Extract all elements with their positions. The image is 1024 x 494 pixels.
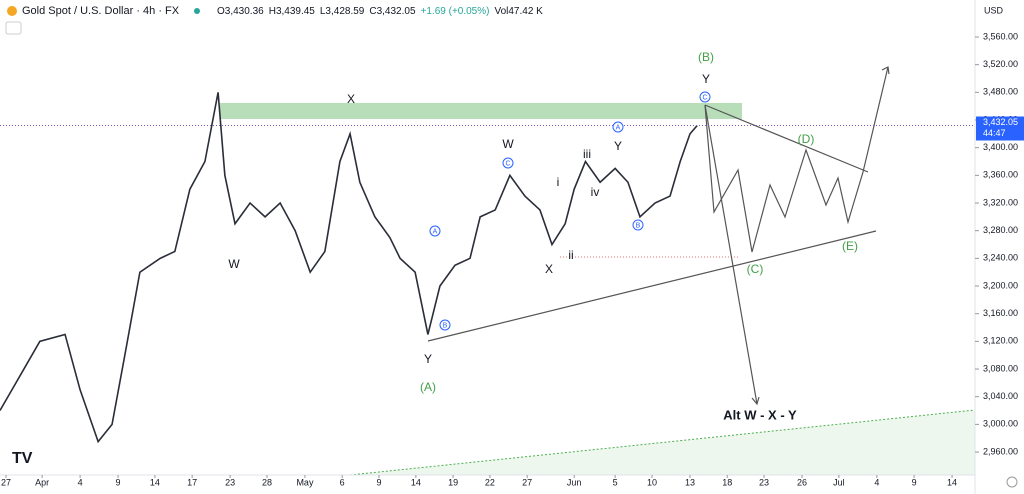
- wave-label: X: [347, 92, 355, 106]
- x-tick-label: 18: [722, 477, 732, 487]
- x-tick-label: 22: [485, 477, 495, 487]
- currency: USD: [984, 5, 1004, 15]
- y-tick-label: 2,960.00: [983, 446, 1018, 456]
- x-tick-label: 10: [647, 477, 657, 487]
- x-tick-label: 23: [759, 477, 769, 487]
- resistance-zone: [220, 103, 742, 119]
- price-tag-label: 3,432.05: [983, 117, 1018, 127]
- wave-circle-label: B: [443, 322, 448, 329]
- y-tick-label: 3,520.00: [983, 59, 1018, 69]
- x-tick-label: 9: [116, 477, 121, 487]
- trend-line: [427, 230, 877, 342]
- wave-circle: [632, 219, 644, 231]
- x-tick-label: 6: [340, 477, 345, 487]
- x-tick-label: Jun: [567, 477, 582, 487]
- ohlc-value: L3,428.59: [320, 6, 365, 17]
- y-tick-label: 3,000.00: [983, 419, 1018, 429]
- y-tick-label: 3,040.00: [983, 391, 1018, 401]
- x-tick-label: 5: [613, 477, 618, 487]
- wave-label: W: [228, 257, 240, 271]
- wave-label: (B): [698, 50, 714, 64]
- wave-circle-label: A: [616, 124, 621, 131]
- wave-label: ii: [568, 248, 573, 262]
- wave-circle: [612, 121, 624, 133]
- wave-label: iii: [583, 147, 591, 161]
- ohlc-value: O3,430.36: [217, 6, 264, 17]
- wave-circle: [439, 319, 451, 331]
- y-tick-label: 3,240.00: [983, 253, 1018, 263]
- y-tick-label: 3,480.00: [983, 87, 1018, 97]
- arrowhead: [881, 66, 890, 75]
- x-tick-label: 27: [1, 477, 11, 487]
- x-tick-label: 27: [522, 477, 532, 487]
- wave-circle: [699, 91, 711, 103]
- wave-label: iv: [591, 185, 600, 199]
- x-tick-label: 14: [411, 477, 421, 487]
- symbol-icon: [7, 6, 17, 16]
- wave-label: Y: [424, 352, 432, 366]
- x-tick-label: 4: [78, 477, 83, 487]
- ohlc-value: H3,439.45: [269, 6, 316, 17]
- wave-label: Alt W - X - Y: [723, 407, 797, 422]
- wave-label: (A): [420, 380, 436, 394]
- wave-circle-label: B: [636, 222, 641, 229]
- trend-line: [704, 104, 869, 173]
- y-tick-label: 3,360.00: [983, 170, 1018, 180]
- settings-button[interactable]: [1006, 476, 1018, 488]
- x-tick-label: 14: [947, 477, 957, 487]
- x-tick-label: 28: [262, 477, 272, 487]
- wave-circle-label: C: [505, 160, 510, 167]
- y-tick-label: 3,200.00: [983, 280, 1018, 290]
- y-tick-label: 3,400.00: [983, 142, 1018, 152]
- price-line: [0, 92, 698, 444]
- wave-circle: [429, 225, 441, 237]
- ohlc: O3,430.36 H3,439.45 L3,428.59 C3,432.05 +1.6…: [217, 6, 543, 17]
- wave-label: (E): [842, 239, 858, 253]
- channel-line: [349, 409, 976, 476]
- y-tick-label: 3,320.00: [983, 197, 1018, 207]
- chart-title: Gold Spot / U.S. Dollar · 4h · FX: [22, 5, 180, 17]
- ohlc-value: Vol47.42 K: [494, 6, 543, 17]
- y-tick-label: 3,080.00: [983, 363, 1018, 373]
- x-tick-label: 19: [448, 477, 458, 487]
- logo: TV: [12, 450, 33, 467]
- wave-label: Y: [614, 139, 622, 153]
- x-tick-label: 17: [187, 477, 197, 487]
- projection: [427, 66, 890, 406]
- x-tick-label: 23: [225, 477, 235, 487]
- wave-circle-label: A: [433, 228, 438, 235]
- y-tick-label: 3,280.00: [983, 225, 1018, 235]
- y-tick-label: 3,560.00: [983, 31, 1018, 41]
- wave-label: (C): [747, 262, 764, 276]
- wave-label: Y: [702, 72, 710, 86]
- wave-label: X: [545, 262, 553, 276]
- wave-circle: [502, 157, 514, 169]
- zigzag: [704, 66, 889, 253]
- wave-label: W: [502, 137, 514, 151]
- x-tick-label: May: [296, 477, 314, 487]
- y-tick-label: 3,120.00: [983, 336, 1018, 346]
- wave-circle-label: C: [702, 94, 707, 101]
- x-tick-label: 13: [685, 477, 695, 487]
- price-tag: [976, 116, 1024, 141]
- x-tick-label: 26: [797, 477, 807, 487]
- status-dot: [194, 8, 200, 14]
- x-tick-label: 9: [377, 477, 382, 487]
- ohlc-value: +1.69 (+0.05%): [421, 6, 490, 17]
- ohlc-value: C3,432.05: [369, 6, 416, 17]
- y-tick-label: 3,160.00: [983, 308, 1018, 318]
- alt-path: [704, 104, 758, 405]
- wave-label: i: [557, 175, 560, 189]
- x-tick-label: Jul: [833, 477, 845, 487]
- x-tick-label: 9: [912, 477, 917, 487]
- x-tick-label: 4: [874, 477, 879, 487]
- x-tick-label: 14: [150, 477, 160, 487]
- wave-label: (D): [798, 132, 815, 146]
- x-tick-label: Apr: [35, 477, 49, 487]
- collapse-button[interactable]: [5, 21, 22, 35]
- arrowhead: [751, 396, 760, 406]
- countdown: 44:47: [983, 128, 1006, 138]
